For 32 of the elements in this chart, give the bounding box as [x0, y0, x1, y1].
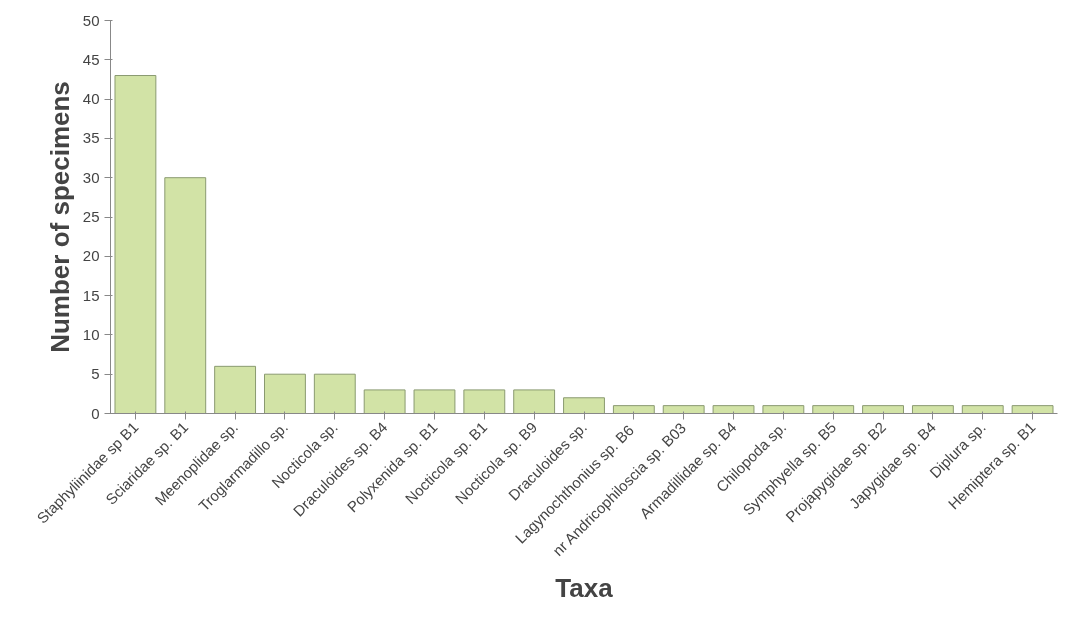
bar	[164, 177, 207, 414]
y-tick-label: 25	[82, 208, 100, 225]
bar	[612, 405, 655, 414]
y-tick-label: 35	[82, 129, 100, 147]
bar	[961, 405, 1004, 414]
y-tick-label: 5	[91, 365, 100, 383]
x-axis-title: Taxa	[555, 573, 614, 604]
bar	[463, 389, 506, 414]
y-tick-label: 10	[82, 325, 100, 343]
bar	[662, 405, 705, 414]
bar	[214, 365, 257, 414]
bar	[413, 389, 456, 414]
bar	[363, 389, 406, 414]
y-tick-label: 30	[82, 168, 100, 186]
y-tick-label: 15	[82, 286, 100, 304]
bar	[1011, 405, 1054, 414]
bar	[563, 397, 605, 414]
y-tick-label: 0	[91, 404, 100, 422]
y-tick-label: 20	[82, 247, 100, 265]
y-axis-title: Number of specimens	[44, 81, 75, 353]
bar	[513, 389, 556, 414]
bar	[862, 405, 904, 414]
bar	[911, 405, 954, 414]
bar	[762, 405, 805, 414]
bar	[812, 405, 855, 414]
y-tick-label: 40	[82, 90, 100, 108]
bar	[264, 373, 306, 414]
bar	[114, 75, 157, 414]
y-tick-label: 45	[82, 50, 100, 68]
bar	[313, 373, 356, 414]
bar	[712, 405, 755, 414]
y-tick-label: 50	[82, 11, 100, 29]
